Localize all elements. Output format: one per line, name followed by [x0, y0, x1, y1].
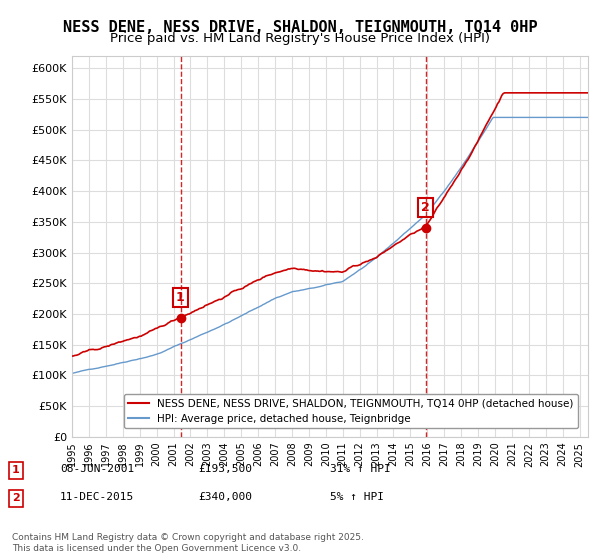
Text: £193,500: £193,500: [198, 464, 252, 474]
Text: 11-DEC-2015: 11-DEC-2015: [60, 492, 134, 502]
Text: 31% ↑ HPI: 31% ↑ HPI: [330, 464, 391, 474]
Text: £340,000: £340,000: [198, 492, 252, 502]
Text: 1: 1: [12, 465, 20, 475]
Text: Price paid vs. HM Land Registry's House Price Index (HPI): Price paid vs. HM Land Registry's House …: [110, 32, 490, 45]
Text: 2: 2: [12, 493, 20, 503]
Legend: NESS DENE, NESS DRIVE, SHALDON, TEIGNMOUTH, TQ14 0HP (detached house), HPI: Aver: NESS DENE, NESS DRIVE, SHALDON, TEIGNMOU…: [124, 394, 578, 428]
Text: 5% ↑ HPI: 5% ↑ HPI: [330, 492, 384, 502]
Text: 2: 2: [421, 201, 430, 214]
Text: 08-JUN-2001: 08-JUN-2001: [60, 464, 134, 474]
Text: Contains HM Land Registry data © Crown copyright and database right 2025.
This d: Contains HM Land Registry data © Crown c…: [12, 533, 364, 553]
Text: 1: 1: [176, 291, 185, 304]
Text: NESS DENE, NESS DRIVE, SHALDON, TEIGNMOUTH, TQ14 0HP: NESS DENE, NESS DRIVE, SHALDON, TEIGNMOU…: [63, 20, 537, 35]
